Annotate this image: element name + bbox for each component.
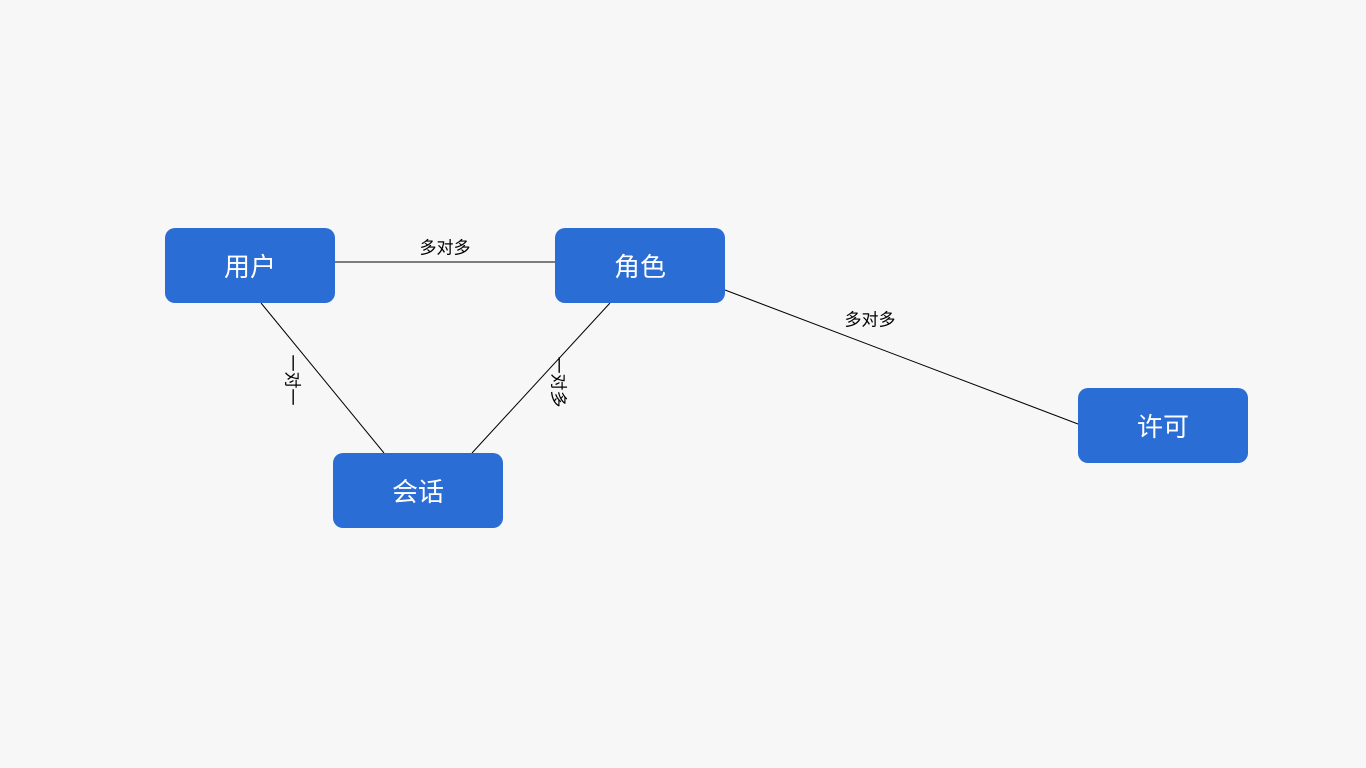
edge-label-role-session: 一对多 [548,357,573,408]
edge-label-user-session: 一对一 [282,355,307,406]
node-user-label: 用户 [224,247,276,284]
edge-label-role-permission: 多对多 [845,306,896,331]
node-permission-label: 许可 [1137,407,1189,444]
edge-label-user-role: 多对多 [420,234,471,259]
node-user[interactable]: 用户 [165,228,335,303]
edge-role-session [472,303,610,453]
edges-layer [0,0,1366,768]
node-role[interactable]: 角色 [555,228,725,303]
edge-user-session [261,303,384,453]
node-session-label: 会话 [392,472,444,509]
node-permission[interactable]: 许可 [1078,388,1248,463]
edge-role-permission [725,290,1078,424]
node-role-label: 角色 [614,247,666,284]
diagram-container: 用户 角色 会话 许可 多对多 一对一 一对多 多对多 [0,0,1366,768]
node-session[interactable]: 会话 [333,453,503,528]
